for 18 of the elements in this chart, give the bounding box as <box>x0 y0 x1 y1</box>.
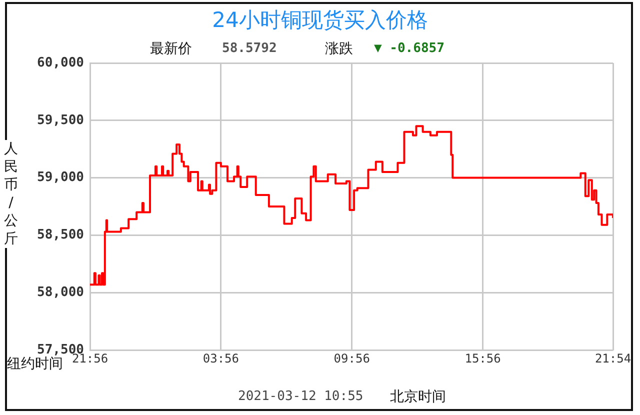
y-tick-label: 58,500 <box>37 228 84 243</box>
chart-title: 24小时铜现货买入价格 <box>211 7 429 34</box>
y-axis-title: 人民币/公斤 <box>3 140 19 248</box>
y-tick-label: 59,000 <box>37 170 84 186</box>
text: ▼ -0.6857 <box>374 41 444 56</box>
text: 涨跌 <box>325 40 353 58</box>
x-tick-label: 09:56 <box>334 351 370 366</box>
x-axis-title: 纽约时间 <box>7 356 63 373</box>
text: 北京时间 <box>390 388 446 406</box>
y-tick-label: 60,000 <box>37 55 84 70</box>
text: 2021-03-12 10:55 <box>238 389 364 404</box>
x-tick-label: 21:54 <box>594 351 632 366</box>
x-tick-label: 15:56 <box>464 351 501 366</box>
text: 58.5792 <box>222 41 277 56</box>
x-tick-label: 03:56 <box>202 351 239 366</box>
text: 最新价 <box>150 40 192 58</box>
y-tick-label: 58,000 <box>37 284 84 300</box>
y-tick-label: 59,500 <box>37 112 84 128</box>
